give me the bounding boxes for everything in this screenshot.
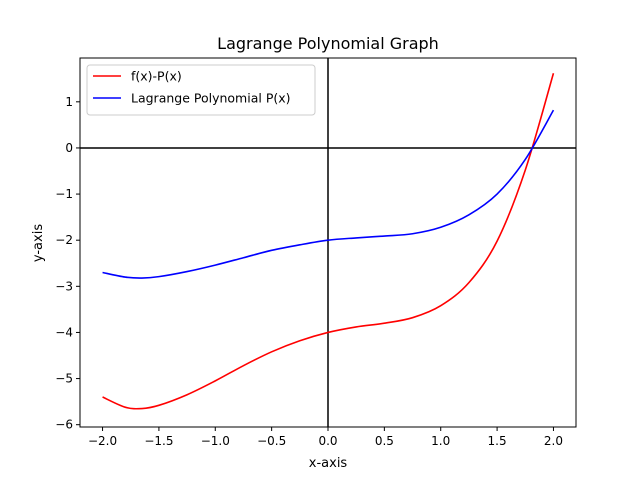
x-tick-label: 0.5: [375, 434, 394, 448]
chart-title: Lagrange Polynomial Graph: [217, 34, 439, 53]
legend-label: Lagrange Polynomial P(x): [131, 91, 291, 106]
x-tick-label: −1.0: [201, 434, 230, 448]
y-tick-label: −5: [55, 372, 73, 386]
axis-ticks: −2.0 −1.5 −1.0 −0.5 0.0 0.5 1.0 1.5 2.0 1 0 −1 −2 −3 −…: [55, 95, 563, 448]
series-line-lagrange-polynomial: [102, 109, 555, 279]
y-tick-label: −6: [55, 418, 73, 432]
y-tick-label: −2: [55, 233, 73, 247]
y-tick-label: −3: [55, 279, 73, 293]
plot-frame: [79, 57, 577, 428]
legend-box: [86, 64, 316, 116]
y-tick-label: −1: [55, 187, 73, 201]
y-axis-label: y-axis: [31, 224, 46, 262]
y-tick-label: 1: [65, 95, 73, 109]
x-axis-label: x-axis: [309, 456, 348, 471]
x-tick-label: −0.5: [257, 434, 286, 448]
legend: f(x)-P(x) Lagrange Polynomial P(x): [86, 64, 316, 116]
x-tick-label: −2.0: [88, 434, 117, 448]
legend-label: f(x)-P(x): [131, 69, 182, 84]
series-line-f-minus-p: [102, 72, 555, 410]
x-tick-label: −1.5: [144, 434, 173, 448]
series-lines: [102, 72, 555, 410]
y-tick-label: 0: [65, 141, 73, 155]
x-tick-label: 1.0: [431, 434, 450, 448]
x-tick-label: 1.5: [488, 434, 507, 448]
x-tick-label: 2.0: [544, 434, 563, 448]
y-tick-label: −4: [55, 325, 73, 339]
x-tick-label: 0.0: [318, 434, 337, 448]
